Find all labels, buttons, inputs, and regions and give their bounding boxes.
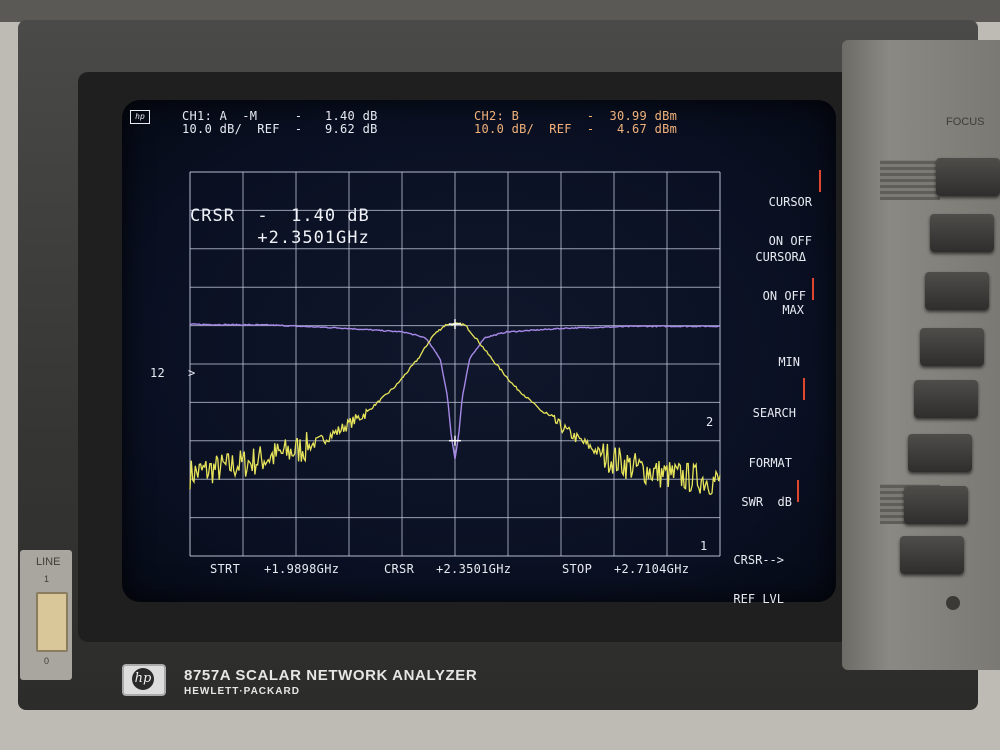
softkey-button-5[interactable] xyxy=(914,380,978,418)
softkey-button-4[interactable] xyxy=(920,328,984,366)
cursor-readout-frequency: +2.3501GHz xyxy=(190,228,370,248)
softkey-cursor-delta-title: CURSORΔ xyxy=(755,250,806,264)
softkey-format-title: FORMAT xyxy=(748,456,792,470)
softkey-cursor-delta: CURSORΔ ON OFF xyxy=(700,225,806,316)
ref-position-label: 12 xyxy=(150,366,166,380)
ch2-trace xyxy=(189,323,720,460)
line-on-label: 1 xyxy=(44,574,50,584)
line-off-label: 0 xyxy=(44,656,50,666)
softkey-cursor-title: CURSOR xyxy=(768,195,812,209)
softkey-button-8[interactable] xyxy=(900,536,964,574)
stop-freq-value: +2.7104GHz xyxy=(614,562,690,576)
softkey-max: MAX xyxy=(700,278,804,330)
softkey-cursor-delta-state: ON OFF xyxy=(762,289,806,303)
stop-freq-label: STOP xyxy=(562,562,593,576)
softkey-cursor-indicator xyxy=(819,170,821,192)
maker-label: HEWLETT·PACKARD xyxy=(184,686,300,697)
softkey-button-6[interactable] xyxy=(908,434,972,472)
softkey-crsr-ref-lvl-state: REF LVL xyxy=(733,592,784,606)
panel-grip-upper xyxy=(880,160,940,200)
softkey-min: MIN xyxy=(700,330,800,382)
focus-label: FOCUS xyxy=(946,116,985,128)
line-power-switch[interactable] xyxy=(36,592,68,652)
hp-logo: hp xyxy=(122,664,166,696)
ref-position-arrow: > xyxy=(188,366,196,380)
hp-display-logo: hp xyxy=(130,110,150,124)
softkey-cursor: CURSOR ON OFF xyxy=(700,170,812,261)
softkey-crsr-ref-lvl-title: CRSR--> xyxy=(733,553,784,567)
start-freq-value: +1.9898GHz xyxy=(264,562,340,576)
softkey-max-label: MAX xyxy=(782,303,804,317)
start-freq-label: STRT xyxy=(210,562,241,576)
softkey-button-1[interactable] xyxy=(936,158,1000,196)
instrument-top-edge xyxy=(0,0,1000,22)
line-label: LINE xyxy=(36,556,61,568)
ch2-readout-line1: CH2: B - 30.99 dBm xyxy=(474,109,678,123)
softkey-button-2[interactable] xyxy=(930,214,994,252)
softkey-search-label: SEARCH xyxy=(752,406,796,420)
model-label: 8757A SCALAR NETWORK ANALYZER xyxy=(184,667,478,684)
softkey-format: FORMAT SWR dB xyxy=(700,431,792,522)
softkey-search-indicator xyxy=(803,378,805,400)
softkey-cursor-state: ON OFF xyxy=(768,234,812,248)
softkey-crsr-ref-lvl: CRSR--> REF LVL xyxy=(690,528,784,619)
ch2-ref-marker: 2 xyxy=(706,415,714,429)
ch2-readout-line2: 10.0 dB/ REF - 4.67 dBm xyxy=(474,122,678,136)
softkey-format-state: SWR dB xyxy=(741,495,792,509)
cursor-freq-label: CRSR xyxy=(384,562,415,576)
softkey-button-7[interactable] xyxy=(904,486,968,524)
softkey-min-label: MIN xyxy=(778,355,800,369)
softkey-button-3[interactable] xyxy=(925,272,989,310)
cursor-readout-amplitude: CRSR - 1.40 dB xyxy=(190,206,370,226)
ch1-readout-line2: 10.0 dB/ REF - 9.62 dB xyxy=(182,122,378,136)
cursor-markers xyxy=(449,319,461,446)
crt-display xyxy=(122,100,836,602)
cursor-freq-value: +2.3501GHz xyxy=(436,562,512,576)
ch1-readout-line1: CH1: A -M - 1.40 dB xyxy=(182,109,378,123)
ch1-ref-marker: 1 xyxy=(700,539,708,553)
softkey-max-indicator xyxy=(812,278,814,300)
focus-adjust-screw[interactable] xyxy=(946,596,960,610)
softkey-search: SEARCH xyxy=(700,381,796,433)
hp-logo-text: hp xyxy=(132,668,154,690)
softkey-7-indicator xyxy=(797,480,799,502)
